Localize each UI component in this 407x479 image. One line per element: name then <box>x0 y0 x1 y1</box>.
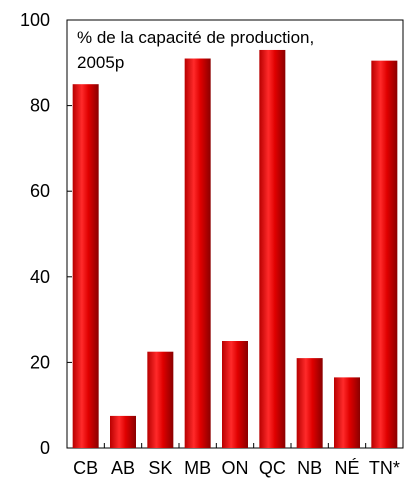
x-tick-label: CB <box>73 458 98 478</box>
bar-on <box>222 341 248 448</box>
y-axis: 0 20 40 60 80 100 <box>20 10 72 458</box>
bar-né <box>334 377 360 448</box>
y-tick-label: 100 <box>20 10 50 30</box>
x-tick-label: MB <box>184 458 211 478</box>
y-tick-label: 20 <box>30 352 50 372</box>
x-tick-label: QC <box>259 458 286 478</box>
x-tick-label: ON <box>222 458 249 478</box>
annotation-line-2: 2005p <box>77 53 124 72</box>
y-tick-label: 80 <box>30 96 50 116</box>
x-tick-label: SK <box>148 458 172 478</box>
x-tick-label: TN* <box>369 458 400 478</box>
bar-tn <box>371 60 398 448</box>
x-tick-label: AB <box>111 458 135 478</box>
y-tick-label: 60 <box>30 181 50 201</box>
y-tick-label: 0 <box>40 438 50 458</box>
bar-nb <box>296 358 323 448</box>
bars-group <box>72 49 398 449</box>
bar-ab <box>110 415 136 448</box>
bar-sk <box>147 351 174 448</box>
annotation: % de la capacité de production, 2005p <box>77 28 314 72</box>
bar-cb <box>72 84 99 448</box>
annotation-line-1: % de la capacité de production, <box>77 28 314 47</box>
x-axis: CB AB SK MB ON QC NB NÉ TN* <box>73 443 400 478</box>
bar-qc <box>259 49 286 449</box>
y-tick-label: 40 <box>30 267 50 287</box>
bar-mb <box>184 58 211 449</box>
x-tick-label: NÉ <box>334 458 359 478</box>
x-tick-label: NB <box>297 458 322 478</box>
